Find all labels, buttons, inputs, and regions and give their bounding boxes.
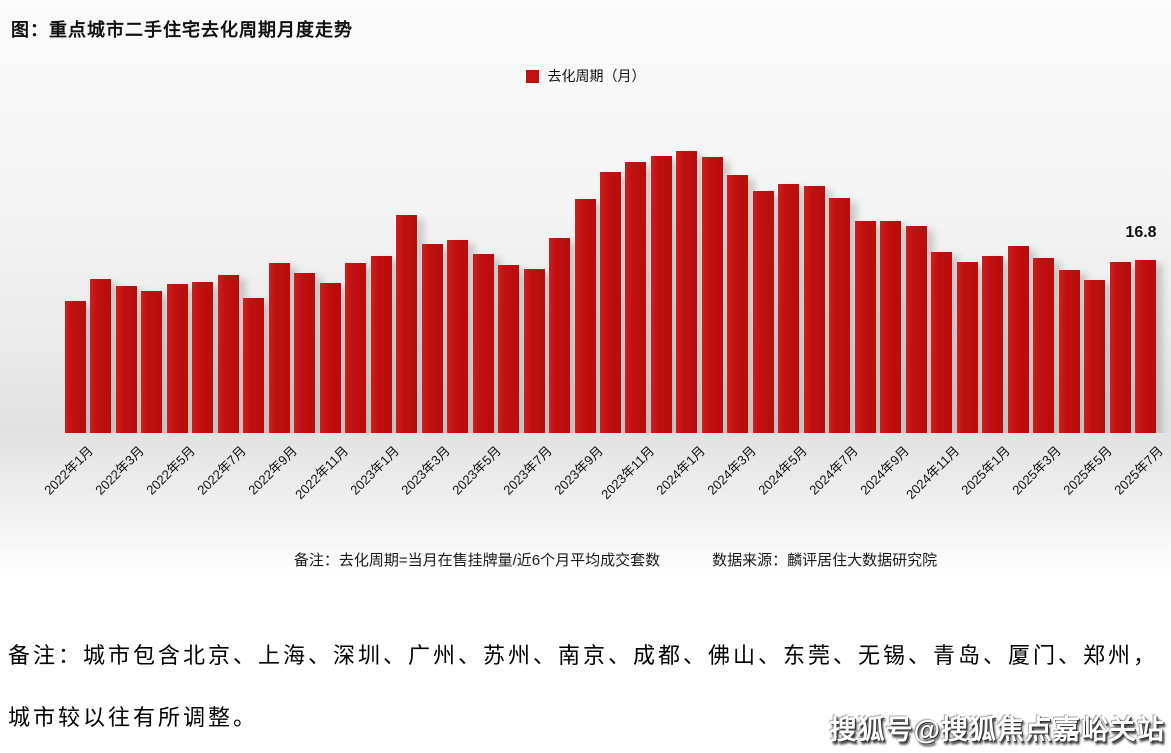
x-tick-label: 2024年3月 bbox=[704, 443, 759, 498]
x-tick-label: 2024年11月 bbox=[903, 443, 963, 503]
bottom-note-line1: 备注：城市包含北京、上海、深圳、广州、苏州、南京、成都、佛山、东莞、无锡、青岛、… bbox=[8, 643, 1159, 668]
bottom-note-line2: 城市较以往有所调整。 bbox=[8, 705, 259, 730]
bar-2023年7月 bbox=[523, 269, 545, 433]
bar-2022年9月 bbox=[268, 263, 290, 433]
bar-2022年1月 bbox=[65, 301, 86, 433]
bar-2024年4月 bbox=[752, 191, 774, 433]
bar-2023年2月 bbox=[396, 215, 418, 433]
chart-section: 图：重点城市二手住宅去化周期月度走势 去化周期（月） 16.8 2022年1月 2… bbox=[0, 0, 1171, 600]
bar-2024年7月 bbox=[829, 198, 851, 433]
bar-2025年2月 bbox=[1007, 246, 1029, 433]
footnote-note: 备注：去化周期=当月在售挂牌量/近6个月平均成交套数 bbox=[293, 552, 661, 569]
bar-2024年10月 bbox=[905, 226, 927, 433]
bar-2022年3月 bbox=[115, 286, 137, 433]
x-axis: 2022年1月 2022年3月 2022年5月 2022年7月 2022年9月 2022年… bbox=[0, 437, 1171, 542]
bar-2023年9月 bbox=[574, 199, 596, 433]
bar-2025年4月 bbox=[1058, 270, 1080, 433]
x-tick-label: 2023年7月 bbox=[500, 443, 555, 498]
bar-2023年6月 bbox=[498, 265, 520, 433]
bar-2023年12月 bbox=[650, 156, 672, 433]
bar-2025年7月 bbox=[1134, 260, 1156, 433]
bar-2023年11月 bbox=[625, 162, 647, 433]
bar-2023年10月 bbox=[599, 172, 621, 433]
x-tick-label: 2023年5月 bbox=[449, 443, 504, 498]
bar-2024年11月 bbox=[931, 252, 953, 433]
x-tick-label: 2022年1月 bbox=[41, 443, 97, 498]
bar-2025年6月 bbox=[1109, 262, 1131, 433]
bar-2025年5月 bbox=[1084, 280, 1106, 433]
bar-2025年1月 bbox=[982, 256, 1004, 433]
x-tick-label: 2022年3月 bbox=[92, 443, 148, 498]
legend-label: 去化周期（月） bbox=[547, 68, 646, 84]
bar-2022年11月 bbox=[319, 283, 341, 433]
bar-2024年9月 bbox=[880, 221, 902, 433]
bar-2022年2月 bbox=[90, 279, 112, 433]
bar-2024年5月 bbox=[778, 184, 800, 433]
x-tick-label: 2023年3月 bbox=[398, 443, 453, 498]
bar-2022年4月 bbox=[141, 291, 163, 433]
x-tick-label: 2025年7月 bbox=[1111, 443, 1167, 498]
bottom-note: 备注：城市包含北京、上海、深圳、广州、苏州、南京、成都、佛山、东莞、无锡、青岛、… bbox=[8, 645, 1168, 729]
x-tick-label: 2024年1月 bbox=[653, 443, 708, 498]
x-tick-label: 2022年7月 bbox=[194, 443, 250, 498]
bar-2023年4月 bbox=[447, 240, 469, 433]
x-tick-label: 2024年5月 bbox=[754, 443, 810, 498]
legend: 去化周期（月） bbox=[0, 66, 1171, 86]
bar-2023年1月 bbox=[370, 256, 392, 433]
chart-footnote: 备注：去化周期=当月在售挂牌量/近6个月平均成交套数 数据来源：麟评居住大数据研… bbox=[0, 549, 1171, 570]
chart-title: 图：重点城市二手住宅去化周期月度走势 bbox=[11, 20, 353, 40]
plot-area bbox=[65, 151, 1156, 433]
bar-2023年5月 bbox=[472, 254, 494, 433]
bar-2024年6月 bbox=[803, 186, 825, 433]
bar-2023年8月 bbox=[549, 238, 571, 433]
bar-2024年1月 bbox=[676, 151, 698, 433]
x-tick-label: 2025年5月 bbox=[1060, 443, 1116, 498]
bar-2022年5月 bbox=[166, 284, 188, 433]
legend-swatch-icon bbox=[525, 69, 539, 83]
x-tick-label: 2022年11月 bbox=[292, 443, 351, 503]
bar-2024年2月 bbox=[701, 157, 723, 433]
bar-2025年3月 bbox=[1033, 258, 1055, 433]
bar-2022年10月 bbox=[294, 273, 316, 433]
x-tick-label: 2023年11月 bbox=[597, 443, 657, 503]
bar-2022年7月 bbox=[217, 275, 239, 433]
bar-2024年12月 bbox=[956, 262, 978, 433]
x-tick-label: 2025年1月 bbox=[958, 443, 1014, 498]
bar-2022年8月 bbox=[243, 298, 265, 433]
bar-2024年8月 bbox=[854, 221, 876, 433]
bar-2022年12月 bbox=[345, 263, 367, 433]
footnote-source: 数据来源：麟评居住大数据研究院 bbox=[712, 552, 938, 569]
watermark: 搜狐号@搜狐焦点嘉峪关站 bbox=[829, 715, 1165, 745]
bar-2023年3月 bbox=[421, 244, 443, 433]
x-tick-label: 2025年3月 bbox=[1009, 443, 1065, 498]
x-tick-label: 2024年7月 bbox=[805, 443, 861, 498]
x-tick-label: 2022年5月 bbox=[143, 443, 199, 498]
bar-2022年6月 bbox=[192, 282, 214, 433]
last-bar-value-label: 16.8 bbox=[1125, 224, 1157, 241]
x-tick-label: 2023年1月 bbox=[347, 443, 402, 498]
bar-2024年3月 bbox=[727, 175, 749, 433]
